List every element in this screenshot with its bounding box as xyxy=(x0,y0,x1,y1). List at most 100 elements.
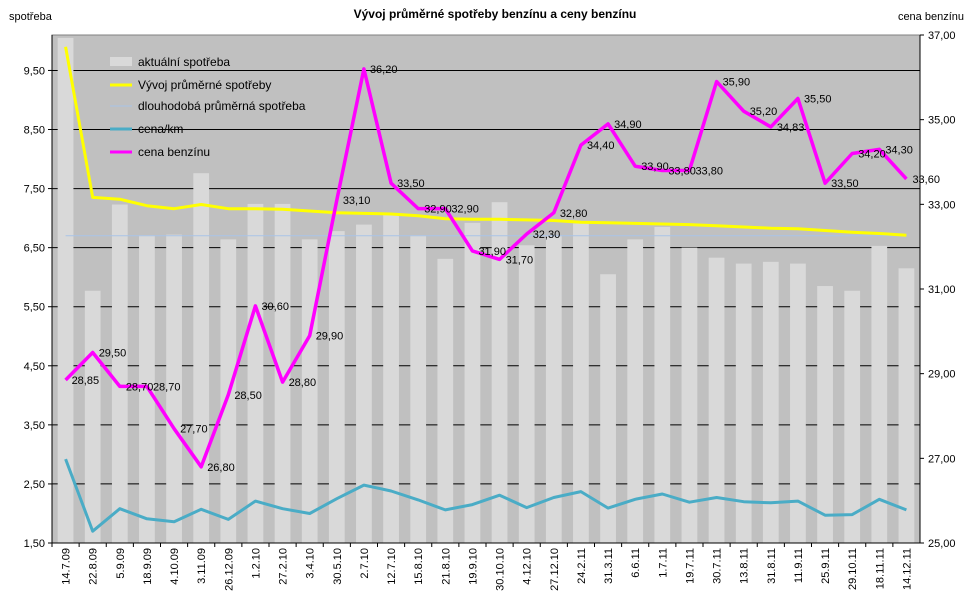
x-tick-label: 13.8.11 xyxy=(739,548,751,584)
data-label: 34,83 xyxy=(777,122,805,134)
x-tick-label: 25.9.11 xyxy=(820,548,832,584)
data-label: 33,50 xyxy=(831,178,859,190)
x-tick-label: 1.7.11 xyxy=(657,548,669,578)
x-tick-label: 29.10.11 xyxy=(847,548,859,590)
x-tick-label: 5.9.09 xyxy=(115,548,127,579)
bar xyxy=(681,247,698,543)
y-left-tick-label: 6,50 xyxy=(24,243,45,255)
series-line xyxy=(64,458,907,533)
data-label: 36,20 xyxy=(370,64,398,76)
x-tick-label: 12.7.10 xyxy=(386,548,398,585)
bar xyxy=(301,239,318,543)
y-left-tick-label: 9,50 xyxy=(24,65,45,77)
data-labels: 28,85 29,50 28,70 28,70 27,70 26,80 28,50 30,60… xyxy=(72,64,940,474)
x-tick-label: 4.10.09 xyxy=(169,548,181,585)
bar xyxy=(464,222,481,543)
bar xyxy=(328,231,345,543)
bar-series xyxy=(57,37,915,544)
x-tick-label: 3.4.10 xyxy=(305,548,317,579)
x-tick-label: 18.9.09 xyxy=(142,548,154,585)
data-label: 33,80 xyxy=(695,165,723,177)
x-tick-label: 15.8.10 xyxy=(413,548,425,585)
data-label: 35,90 xyxy=(723,77,751,89)
data-label: 28,50 xyxy=(234,390,262,402)
data-label: 35,50 xyxy=(804,94,832,106)
legend-label-dlouhodoba-prumerna-spotreba: dlouhodobá průměrná spotřeba xyxy=(138,99,306,113)
y-left-axis: 1,50 2,50 3,50 4,50 5,50 6,50 7,50 8,50 9,50 xyxy=(24,35,53,550)
data-label: 29,50 xyxy=(99,348,127,360)
data-label: 28,70 xyxy=(153,381,181,393)
y-left-tick-label: 4,50 xyxy=(24,361,45,373)
x-tick-label: 14.7.09 xyxy=(61,548,73,585)
x-tick-label: 30.7.11 xyxy=(712,548,724,584)
x-tick-label: 2.7.10 xyxy=(359,548,371,579)
x-tick-label: 31.8.11 xyxy=(766,548,778,584)
legend-swatch-aktualni-spotreba xyxy=(110,57,132,66)
x-tick-label: 6.6.11 xyxy=(630,548,642,578)
bar xyxy=(708,257,725,543)
x-tick-label: 24.2.11 xyxy=(576,548,588,584)
legend-label-vyvoj-prumerne-spotreby: Vývoj průměrné spotřeby xyxy=(138,78,271,92)
bar xyxy=(600,274,616,543)
bar xyxy=(247,203,264,544)
bar xyxy=(844,290,861,543)
bar xyxy=(166,234,182,543)
x-tick-label: 14.12.11 xyxy=(901,548,913,590)
data-label: 35,20 xyxy=(750,106,778,118)
data-label: 34,20 xyxy=(858,149,886,161)
x-tick-label: 11.9.11 xyxy=(793,548,805,583)
data-label: 33,80 xyxy=(668,165,696,177)
bar xyxy=(356,224,372,543)
data-label: 33,60 xyxy=(912,174,940,186)
legend-label-cena-km: cena/km xyxy=(138,122,183,136)
bar xyxy=(545,235,562,543)
data-label: 26,80 xyxy=(207,462,235,474)
y-right-axis: 25,00 27,00 29,00 31,00 33,00 35,00 37,00 xyxy=(919,30,956,550)
y-left-tick-label: 2,50 xyxy=(24,479,45,491)
y-right-tick-label: 35,00 xyxy=(928,115,956,127)
y-right-tick-label: 37,00 xyxy=(928,30,956,42)
data-label: 32,90 xyxy=(451,204,479,216)
bar xyxy=(111,204,128,544)
bar xyxy=(491,202,508,544)
y-right-tick-label: 27,00 xyxy=(928,453,956,465)
series-line xyxy=(64,46,907,237)
bar xyxy=(898,268,915,543)
chart-title: Vývoj průměrné spotřeby benzínu a ceny b… xyxy=(354,7,637,21)
bar xyxy=(735,263,752,543)
data-label: 31,90 xyxy=(478,246,506,258)
data-label: 27,70 xyxy=(180,424,208,436)
y-right-axis-label: cena benzínu xyxy=(898,11,964,23)
x-tick-label: 31.3.11 xyxy=(603,548,615,584)
bar xyxy=(817,286,833,543)
bar xyxy=(762,261,779,543)
bar xyxy=(410,235,427,543)
line-series xyxy=(64,46,908,533)
y-left-axis-label: spotřeba xyxy=(9,11,53,23)
y-left-tick-label: 1,50 xyxy=(24,538,45,550)
data-label: 34,40 xyxy=(587,140,615,152)
x-tick-label: 18.11.11 xyxy=(874,548,886,589)
series-line xyxy=(64,67,908,469)
data-label: 33,90 xyxy=(641,161,669,173)
y-left-tick-label: 7,50 xyxy=(24,184,45,196)
y-right-tick-label: 25,00 xyxy=(928,538,956,550)
bar xyxy=(383,214,399,544)
y-right-tick-label: 29,00 xyxy=(928,369,956,381)
bar xyxy=(871,245,888,543)
data-label: 31,70 xyxy=(506,254,534,266)
data-label: 28,80 xyxy=(289,377,317,389)
legend-label-cena-benzinu: cena benzínu xyxy=(138,145,210,159)
y-right-tick-label: 31,00 xyxy=(928,284,956,296)
y-left-tick-label: 8,50 xyxy=(24,125,45,137)
bar xyxy=(84,290,101,543)
x-tick-label: 19.7.11 xyxy=(684,548,696,584)
bar xyxy=(627,239,644,543)
x-tick-label: 27.2.10 xyxy=(278,548,290,585)
x-tick-label: 30.10.10 xyxy=(495,548,507,591)
bar xyxy=(790,263,806,543)
x-tick-label: 27.12.10 xyxy=(549,548,561,591)
data-label: 34,90 xyxy=(614,119,642,131)
data-label: 30,60 xyxy=(261,301,289,313)
data-label: 34,30 xyxy=(885,144,913,156)
